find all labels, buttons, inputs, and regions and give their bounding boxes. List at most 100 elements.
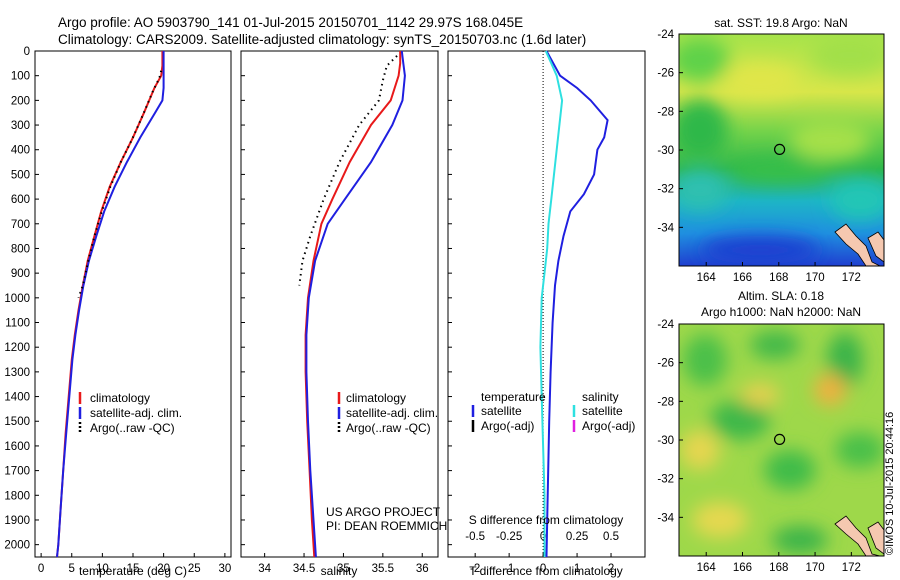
- x2-tick-label: 0: [540, 531, 546, 543]
- depth-tick-label: 1500: [4, 416, 30, 428]
- depth-tick-label: 1100: [5, 318, 30, 330]
- depth-tick-label: 1400: [4, 392, 30, 404]
- map-x-tick-label: 170: [805, 272, 824, 284]
- x-tick-label: 30: [218, 563, 231, 575]
- depth-tick-label: 1600: [4, 441, 30, 453]
- difference-plot: -2 -1 0 1 2 -0.5 -0.25 0 0.25 0.5: [465, 50, 619, 575]
- temperature-plot: 0 5 10 15 20 25 30: [38, 51, 231, 575]
- map-x-tick-label: 168: [769, 562, 788, 574]
- legend-title-salinity: salinity: [582, 390, 619, 404]
- salinity-legend: climatology satellite-adj. clim. Argo(..…: [326, 391, 447, 533]
- legend-title-temperature: temperature: [481, 390, 546, 404]
- sla-field: [679, 324, 884, 556]
- argo-position-marker: [773, 433, 786, 445]
- depth-tick-label: 2000: [4, 540, 30, 552]
- series-line-climatology: [304, 51, 402, 558]
- x-tick-label: 35: [337, 563, 350, 575]
- legend-label-t-satellite: satellite: [481, 404, 522, 418]
- depth-tick-label: 900: [11, 268, 30, 280]
- series-line-satellite-adj: [56, 51, 165, 558]
- x-tick-label: 20: [157, 563, 170, 575]
- argo-position-marker: [773, 143, 786, 155]
- map-x-tick-label: 168: [769, 272, 788, 284]
- map-y-tick-label: -28: [657, 396, 674, 408]
- depth-tick-label: 400: [11, 145, 30, 157]
- pi-credit: PI: DEAN ROEMMICH: [326, 519, 447, 533]
- depth-tick-label: 800: [11, 243, 30, 255]
- sla-map-axes: 164 166 168 170 172 -24 -26 -28 -30 -32 -34: [657, 319, 861, 574]
- map-y-tick-label: -30: [657, 435, 674, 447]
- x-tick-label: 34: [258, 563, 271, 575]
- x-tick-label: -2: [470, 563, 480, 575]
- legend-label-climatology: climatology: [346, 391, 406, 405]
- depth-tick-label: 300: [11, 120, 30, 132]
- x2-tick-label: 0.25: [566, 531, 588, 543]
- coastline-shape: [867, 231, 884, 263]
- legend-label-argo: Argo(..raw -QC): [90, 421, 175, 435]
- depth-tick-label: 100: [11, 71, 30, 83]
- figure-title-line1: Argo profile: AO 5903790_141 01-Jul-2015…: [58, 15, 523, 30]
- map-y-tick-label: -24: [657, 29, 674, 41]
- depth-tick-label: 0: [24, 46, 30, 58]
- depth-tick-label: 1900: [4, 515, 30, 527]
- imos-credit: ©IMOS 10-Jul-2015 20:44:16: [884, 412, 896, 555]
- x-tick-label: 15: [127, 563, 140, 575]
- legend-label-argo: Argo(..raw -QC): [346, 421, 431, 435]
- t-difference-axis-label: T difference from climatology: [469, 564, 623, 578]
- x2-tick-label: 0.5: [603, 531, 619, 543]
- depth-axis: 0 100 200 300 400 500 600 700 800 900 1000 1100 1200…: [4, 46, 452, 552]
- legend-label-s-argo: Argo(-adj): [582, 419, 635, 433]
- map-x-tick-label: 164: [697, 562, 717, 574]
- map-x-tick-label: 172: [842, 562, 861, 574]
- depth-tick-label: 1700: [4, 466, 30, 478]
- map-y-tick-label: -24: [657, 319, 674, 331]
- map-y-tick-label: -32: [657, 184, 674, 196]
- sst-map: sat. SST: 19.8 Argo: NaN 164 166 168 170 172…: [657, 16, 885, 284]
- x-tick-label: 5: [69, 563, 75, 575]
- depth-tick-label: 200: [11, 95, 30, 107]
- map-x-tick-label: 166: [733, 562, 752, 574]
- salinity-plot: 34 34.5 35 35.5 36: [258, 50, 429, 575]
- project-credit: US ARGO PROJECT: [326, 505, 441, 519]
- map-y-tick-label: -26: [657, 358, 674, 370]
- difference-panel-frame: [447, 50, 646, 558]
- coastline-shape: [834, 515, 881, 556]
- temperature-difference-line: [545, 50, 609, 558]
- sla-map-subtitle: Argo h1000: NaN h2000: NaN: [701, 305, 861, 319]
- map-y-tick-label: -34: [657, 512, 674, 524]
- s-difference-axis-label: S difference from climatology: [469, 513, 624, 527]
- salinity-difference-line: [539, 50, 564, 557]
- sla-map-title: Altim. SLA: 0.18: [738, 289, 824, 303]
- map-x-tick-label: 166: [733, 272, 752, 284]
- legend-label-satellite: satellite-adj. clim.: [90, 406, 182, 420]
- legend-label-satellite: satellite-adj. clim.: [346, 406, 438, 420]
- depth-tick-label: 600: [11, 194, 30, 206]
- sst-map-axes: 164 166 168 170 172 -24 -26 -28 -30 -32 -34: [657, 29, 861, 284]
- depth-tick-label: 1800: [4, 490, 30, 502]
- series-line-argoraw: [77, 70, 163, 299]
- x2-tick-label: -0.5: [465, 531, 485, 543]
- temperature-panel-frame: [34, 50, 232, 558]
- map-y-tick-label: -26: [657, 68, 674, 80]
- map-y-tick-label: -32: [657, 474, 674, 486]
- x-tick-label: 2: [608, 563, 614, 575]
- depth-tick-label: 1000: [4, 293, 30, 305]
- depth-tick-label: 700: [11, 219, 30, 231]
- x-tick-label: 10: [96, 563, 109, 575]
- salinity-axis-label: salinity: [321, 564, 358, 578]
- x2-tick-label: -0.25: [496, 531, 522, 543]
- map-y-tick-label: -30: [657, 145, 674, 157]
- x-tick-label: 0: [540, 563, 546, 575]
- coastline-shape: [834, 223, 881, 266]
- depth-tick-label: 1300: [4, 367, 30, 379]
- x-tick-label: 35.5: [372, 563, 394, 575]
- series-line-satellite-adj: [305, 50, 406, 558]
- x-tick-label: 25: [188, 563, 201, 575]
- map-x-tick-label: 164: [697, 272, 717, 284]
- depth-tick-label: 1200: [4, 342, 30, 354]
- map-y-tick-label: -28: [657, 106, 674, 118]
- legend-label-climatology: climatology: [90, 391, 150, 405]
- x-tick-label: 34.5: [293, 563, 315, 575]
- legend-label-t-argo: Argo(-adj): [481, 419, 534, 433]
